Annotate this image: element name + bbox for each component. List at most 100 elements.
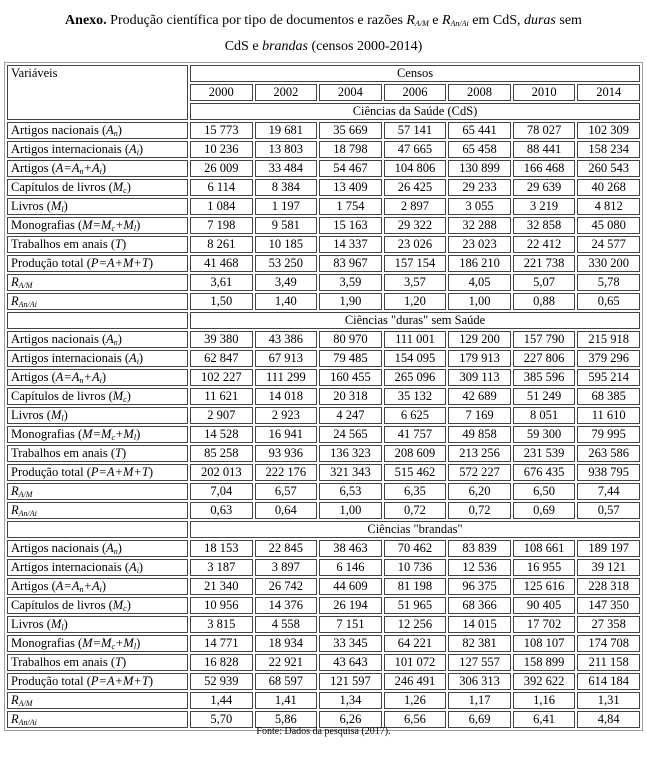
value-cell: 43 643 xyxy=(319,654,382,671)
formula: P=A+M+T xyxy=(91,674,149,688)
table-row: Monografias (M=Mc+Ml) 7 198 9 581 15 163 29 … xyxy=(7,217,640,234)
formula-text: A=A xyxy=(55,161,80,175)
value-cell: 3,57 xyxy=(383,274,447,291)
value-cell: 41 757 xyxy=(383,426,447,443)
formula: P=A+M+T xyxy=(91,465,149,479)
value-cell: 0,65 xyxy=(577,293,640,310)
label-text: Produção total xyxy=(11,465,84,479)
value-cell: 6,20 xyxy=(448,483,511,500)
value-cell: 15 163 xyxy=(319,217,382,234)
value-cell: 101 072 xyxy=(383,654,447,671)
value-cell: 4 558 xyxy=(254,616,318,633)
value-cell: 14 771 xyxy=(190,635,253,652)
value-cell: 15 773 xyxy=(190,122,253,139)
value-cell: 85 258 xyxy=(190,445,253,462)
row-label: Artigos nacionais (An) xyxy=(7,331,189,348)
value-cell: 129 200 xyxy=(448,331,511,348)
value-cell: 111 001 xyxy=(383,331,447,348)
value-cell: 10 736 xyxy=(383,559,447,576)
censos-header: Censos xyxy=(190,65,640,82)
value-cell: 18 798 xyxy=(319,141,382,158)
label-text: Livros xyxy=(11,199,44,213)
value-cell: 26 009 xyxy=(190,160,253,177)
value-cell: 213 256 xyxy=(448,445,511,462)
value-cell: 158 234 xyxy=(577,141,640,158)
value-cell: 7 198 xyxy=(190,217,253,234)
row-label: Produção total (P=A+M+T) xyxy=(7,673,189,690)
value-cell: 80 970 xyxy=(319,331,382,348)
value-cell: 174 708 xyxy=(577,635,640,652)
value-cell: 11 610 xyxy=(577,407,640,424)
value-cell: 7,44 xyxy=(577,483,640,500)
formula-text: A xyxy=(106,332,114,346)
section-title: Ciências "brandas" xyxy=(190,521,640,538)
value-cell: 29 322 xyxy=(383,217,447,234)
value-cell: 16 955 xyxy=(512,559,576,576)
value-cell: 157 154 xyxy=(383,255,447,272)
formula-sub: i xyxy=(99,585,102,594)
value-cell: 9 581 xyxy=(254,217,318,234)
value-cell: 5,78 xyxy=(577,274,640,291)
table-row: RAn/Ai 5,70 5,86 6,26 6,56 6,69 6,41 4,84 xyxy=(7,711,640,728)
value-cell: 52 939 xyxy=(190,673,253,690)
value-cell: 40 268 xyxy=(577,179,640,196)
table-row: RAn/Ai 1,50 1,40 1,90 1,20 1,00 0,88 0,65 xyxy=(7,293,640,310)
year-header: 2006 xyxy=(383,84,447,101)
row-label: Artigos nacionais (An) xyxy=(7,122,189,139)
value-cell: 222 176 xyxy=(254,464,318,481)
formula-sub: l xyxy=(133,433,137,442)
value-cell: 16 828 xyxy=(190,654,253,671)
caption-text: CdS e xyxy=(224,39,263,54)
formula-text: R xyxy=(11,275,19,289)
value-cell: 29 233 xyxy=(448,179,511,196)
ratio-ranai: RAn/Ai xyxy=(442,13,469,28)
year-header: 2014 xyxy=(577,84,640,101)
value-cell: 32 858 xyxy=(512,217,576,234)
value-cell: 4,05 xyxy=(448,274,511,291)
value-cell: 1,41 xyxy=(254,692,318,709)
formula: Ai xyxy=(129,351,139,366)
value-cell: 3,61 xyxy=(190,274,253,291)
formula: M=Mc+Ml xyxy=(82,218,136,233)
formula-text: M xyxy=(112,389,124,403)
formula-text: +A xyxy=(83,370,100,384)
value-cell: 35 669 xyxy=(319,122,382,139)
value-cell: 10 956 xyxy=(190,597,253,614)
value-cell: 44 609 xyxy=(319,578,382,595)
section-title: Ciências da Saúde (CdS) xyxy=(190,103,640,120)
value-cell: 23 023 xyxy=(448,236,511,253)
label-text: Trabalhos em anais xyxy=(11,446,108,460)
value-cell: 306 313 xyxy=(448,673,511,690)
value-cell: 32 288 xyxy=(448,217,511,234)
table-row: Artigos internacionais (Ai) 10 236 13 803 1… xyxy=(7,141,640,158)
table-caption: Anexo. Produção científica por tipo de d… xyxy=(0,8,647,60)
value-cell: 228 318 xyxy=(577,578,640,595)
value-cell: 33 484 xyxy=(254,160,318,177)
value-cell: 309 113 xyxy=(448,369,511,386)
formula-sub: A/M xyxy=(18,281,33,290)
value-cell: 68 366 xyxy=(448,597,511,614)
value-cell: 62 847 xyxy=(190,350,253,367)
ratio-ram: RA/M xyxy=(406,13,428,28)
value-cell: 45 080 xyxy=(577,217,640,234)
row-label: Artigos (A=An+Ai) xyxy=(7,578,189,595)
value-cell: 24 577 xyxy=(577,236,640,253)
formula: Mc xyxy=(113,598,127,613)
variables-header: Variáveis xyxy=(7,65,189,120)
value-cell: 14 015 xyxy=(448,616,511,633)
label-text: Artigos nacionais xyxy=(11,123,99,137)
value-cell: 7,04 xyxy=(190,483,253,500)
label-text: Capítulos de livros xyxy=(11,180,106,194)
row-label: Trabalhos em anais (T) xyxy=(7,445,189,462)
section-row: Ciências da Saúde (CdS) xyxy=(7,103,640,120)
value-cell: 43 386 xyxy=(254,331,318,348)
formula-text: T xyxy=(115,446,122,460)
value-cell: 3,59 xyxy=(319,274,382,291)
table-row: Livros (Ml) 3 815 4 558 7 151 12 256 14 015 17… xyxy=(7,616,640,633)
formula-sub: i xyxy=(136,148,139,157)
value-cell: 39 380 xyxy=(190,331,253,348)
value-cell: 12 256 xyxy=(383,616,447,633)
value-cell: 79 995 xyxy=(577,426,640,443)
row-label: Livros (Ml) xyxy=(7,616,189,633)
value-cell: 3 055 xyxy=(448,198,511,215)
